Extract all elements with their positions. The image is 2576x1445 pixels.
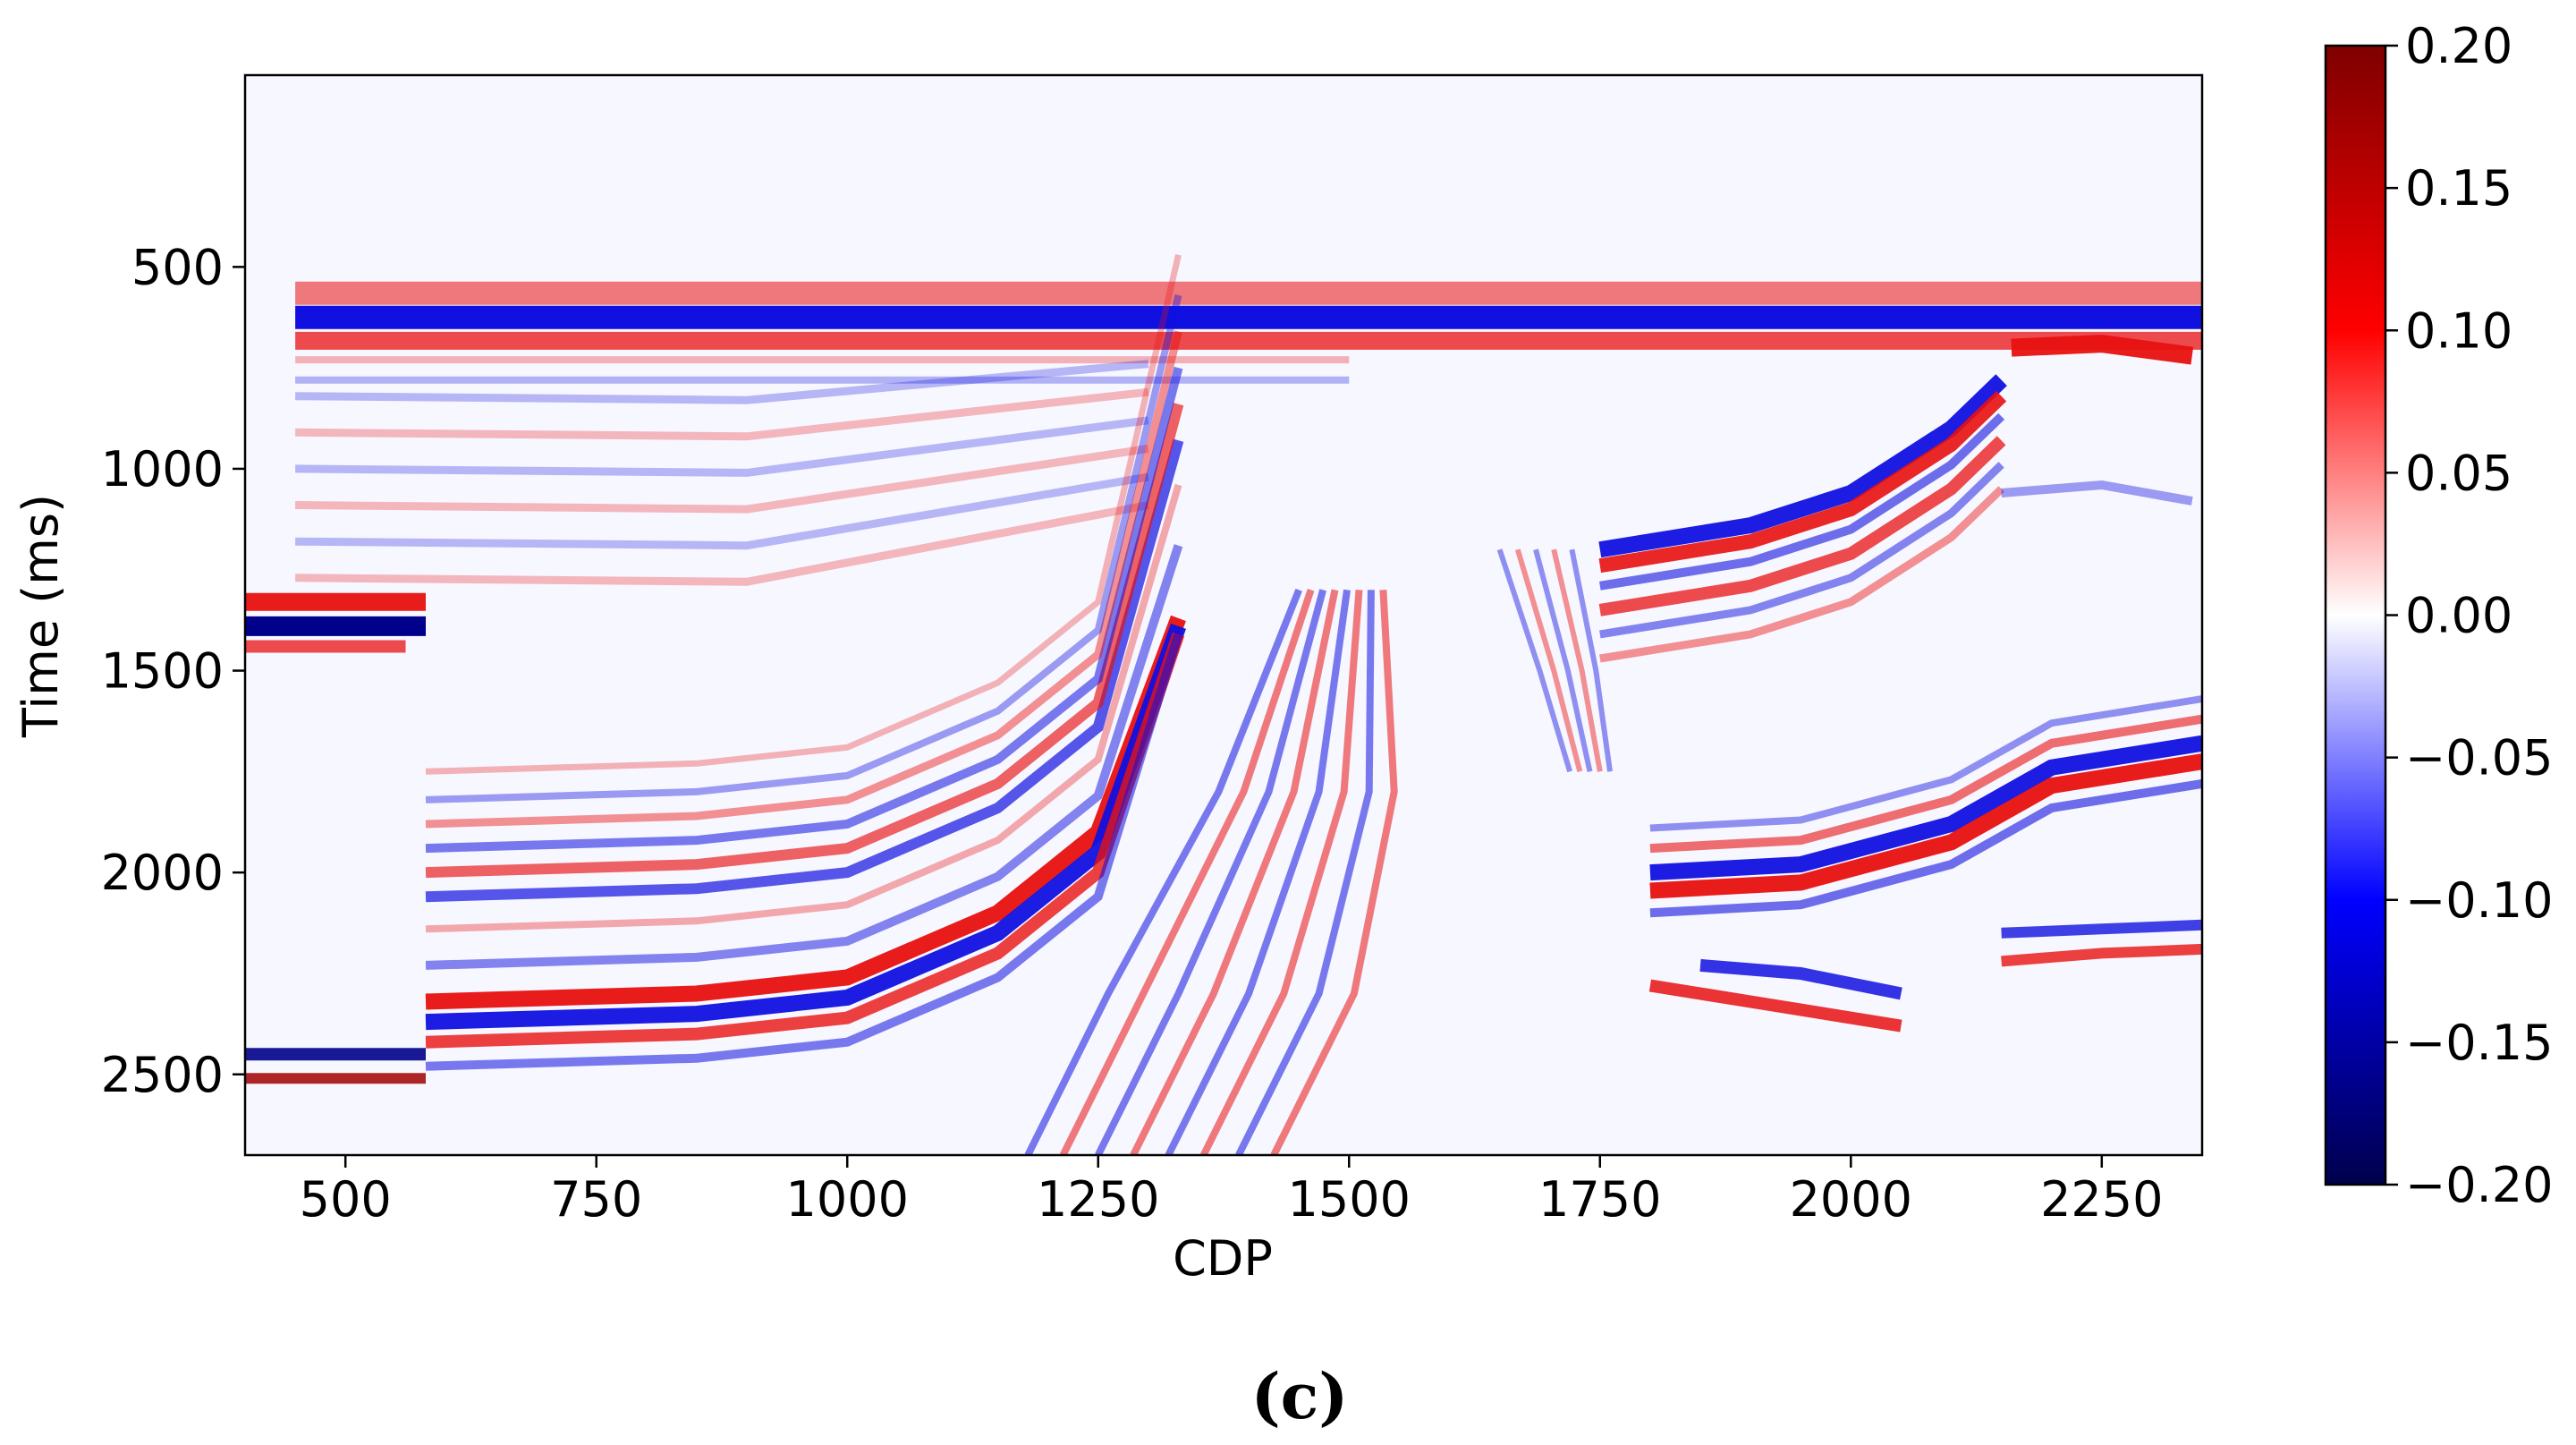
reflector-line	[1649, 753, 2202, 899]
y-tick-label: 1500	[101, 643, 224, 700]
reflector-line	[1598, 390, 2007, 574]
colorbar-tick-label: 0.05	[2405, 445, 2512, 501]
reflector-line	[1598, 436, 2006, 616]
reflector-line	[1130, 589, 1339, 1155]
y-tick-label: 1000	[101, 441, 224, 497]
reflector-line	[1599, 462, 2004, 639]
reflector-line	[295, 444, 1149, 514]
reflector-line	[295, 472, 1149, 550]
reflector-line	[2001, 943, 2202, 967]
reflector-line	[295, 360, 1149, 404]
reflector-line	[425, 403, 1184, 879]
colorbar-tick-label: 0.15	[2405, 160, 2512, 217]
reflector-line	[425, 293, 1182, 803]
y-tick-label: 500	[131, 239, 224, 295]
reflector-line	[425, 483, 1182, 933]
reflector-line	[1095, 589, 1326, 1155]
reflector-line	[2001, 480, 2193, 506]
y-tick-label: 2000	[101, 845, 224, 901]
x-tick-label: 2000	[1790, 1171, 1912, 1228]
reflector-line	[1551, 548, 1603, 772]
reflector-line	[1649, 778, 2202, 918]
reflector-line	[2011, 335, 2194, 365]
reflector-line	[1533, 548, 1593, 772]
reflector-line	[425, 330, 1182, 829]
colorbar-tick-label: −0.15	[2405, 1015, 2553, 1071]
colorbar-tick-label: −0.05	[2405, 730, 2553, 786]
x-tick-label: 1750	[1538, 1171, 1661, 1228]
reflector-line	[1024, 588, 1302, 1155]
colorbar-tick-label: 0.10	[2405, 302, 2512, 359]
y-axis: 500 1000 1500 2000 2500	[101, 239, 245, 1103]
x-tick-label: 1250	[1037, 1171, 1159, 1228]
reflector-line	[2001, 919, 2202, 939]
reflector-line	[1496, 548, 1572, 773]
y-axis-label: Time (ms)	[13, 494, 69, 738]
reflector-line	[1569, 548, 1613, 772]
reflector-line	[295, 501, 1149, 586]
colorbar-tick-label: 0.20	[2405, 18, 2512, 74]
reflector-line	[425, 632, 1185, 1049]
plot-frame	[243, 73, 2204, 1157]
reflector-line	[1059, 589, 1315, 1155]
colorbar-ticks: 0.20 0.15 0.10 0.05 0.00 −0.05 −0.10 −0.15 −0.20	[2385, 18, 2553, 1213]
x-axis: 500 750 1000 1250 1500 1750 2000 2250	[300, 1155, 2164, 1228]
x-axis-label: CDP	[1173, 1230, 1273, 1287]
reflector-line	[1165, 589, 1351, 1155]
reflector-line	[295, 416, 1149, 477]
colorbar-gradient	[2324, 44, 2387, 1186]
colorbar-tick-label: −0.10	[2405, 872, 2553, 929]
plot-area	[243, 73, 2204, 1157]
reflector-line	[425, 633, 1183, 1071]
reflector-line	[1649, 714, 2202, 854]
colorbar: 0.20 0.15 0.10 0.05 0.00 −0.05 −0.10 −0.15 −0.20	[2324, 18, 2553, 1213]
reflector-line	[425, 544, 1183, 970]
x-tick-label: 750	[550, 1171, 642, 1228]
x-tick-label: 1000	[786, 1171, 909, 1228]
reflector-line	[425, 254, 1182, 775]
reflector-line	[425, 438, 1184, 903]
reflector-line	[1598, 374, 2007, 558]
reflector-line	[1200, 590, 1363, 1155]
reflector-line	[1270, 590, 1398, 1155]
x-tick-label: 500	[300, 1171, 392, 1228]
x-tick-label: 1500	[1288, 1171, 1411, 1228]
reflector-line	[425, 366, 1183, 854]
panel-caption: (c)	[1251, 1359, 1349, 1433]
reflector-line	[1514, 548, 1583, 773]
seismic-reflectors	[245, 254, 2202, 1155]
reflector-line	[295, 387, 1149, 441]
reflector-line	[1235, 590, 1375, 1155]
reflector-line	[1699, 958, 1902, 1000]
x-tick-label: 2250	[2040, 1171, 2163, 1228]
reflector-line	[1649, 735, 2202, 881]
reflector-line	[1599, 412, 2005, 591]
colorbar-tick-label: −0.20	[2405, 1157, 2553, 1213]
reflector-line	[1649, 695, 2202, 832]
reflector-line	[1648, 979, 1902, 1033]
reflector-line	[1599, 486, 2004, 663]
colorbar-tick-label: 0.00	[2405, 588, 2512, 644]
y-tick-label: 2500	[101, 1047, 224, 1103]
